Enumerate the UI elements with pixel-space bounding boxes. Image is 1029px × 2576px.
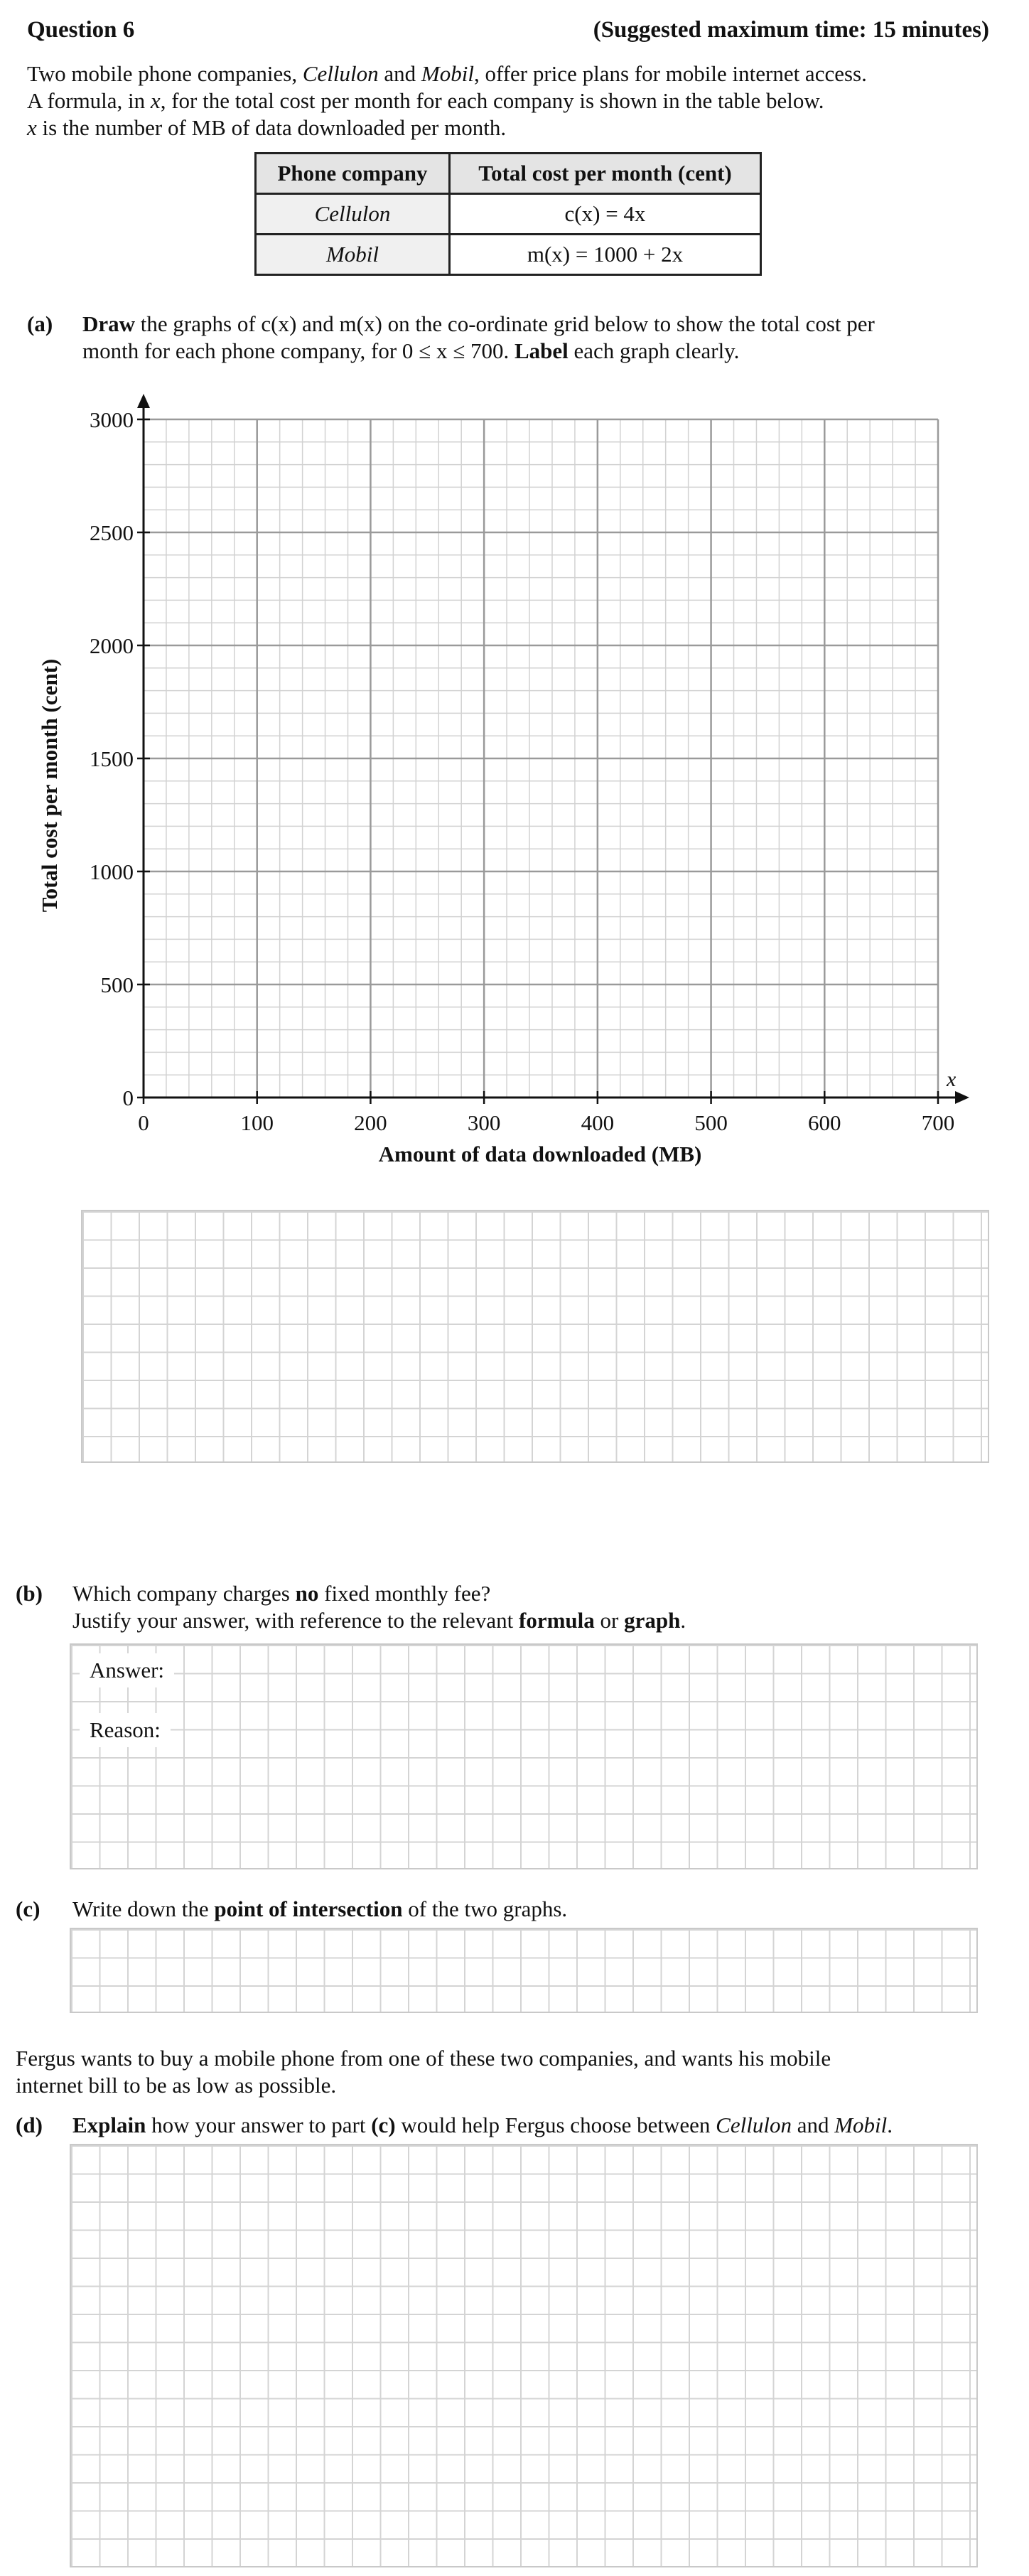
- part-d-text: .: [887, 2113, 893, 2137]
- part-b-text: or: [594, 1608, 625, 1633]
- intro-line-1: Two mobile phone companies, Cellulon and…: [27, 60, 867, 88]
- y-axis-label: Total cost per month (cent): [37, 659, 62, 912]
- fergus-line-1: Fergus wants to buy a mobile phone from …: [16, 2046, 831, 2071]
- table-row: Mobil m(x) = 1000 + 2x: [254, 233, 762, 276]
- company-name-cellulon: Cellulon: [716, 2113, 792, 2137]
- keyword-no: no: [295, 1581, 319, 1606]
- x-tick-label: 600: [808, 1110, 841, 1135]
- x-axis-label: Amount of data downloaded (MB): [379, 1142, 702, 1166]
- keyword-label: Label: [514, 338, 569, 363]
- intro-line-3: x is the number of MB of data downloaded…: [27, 114, 506, 142]
- y-tick-label: 2000: [90, 633, 134, 658]
- intro-line-2: A formula, in x, for the total cost per …: [27, 87, 824, 115]
- x-axis-arrow-icon: [955, 1091, 969, 1104]
- chart-axes: [137, 394, 969, 1104]
- tick-labels: 0 100 200 300 400 500 600 700 0 500 1000 1500 2000 25…: [90, 407, 954, 1135]
- part-b-line-1: Which company charges no fixed monthly f…: [72, 1579, 490, 1608]
- part-b-text: Justify your answer, with reference to t…: [72, 1608, 519, 1633]
- part-a-line-2: month for each phone company, for 0 ≤ x …: [82, 337, 739, 365]
- intro-text: A formula, in: [27, 88, 151, 113]
- company-name-mobil: Mobil: [834, 2113, 888, 2137]
- keyword-point-of-intersection: point of intersection: [214, 1896, 403, 1921]
- answer-grid-part-b[interactable]: Answer: Reason:: [70, 1643, 978, 1869]
- tick-marks: [137, 418, 939, 1104]
- part-d-text: how your answer to part: [146, 2113, 372, 2137]
- x-tick-label: 400: [581, 1110, 615, 1135]
- variable-x: x: [27, 115, 37, 140]
- part-b-label: (b): [16, 1581, 43, 1606]
- part-a-text: month for each phone company, for 0 ≤ x …: [82, 338, 514, 363]
- intro-text: is the number of MB of data downloaded p…: [36, 115, 507, 140]
- y-axis-arrow-icon: [137, 394, 150, 408]
- part-a-text: the graphs of c(x) and m(x) on the co-or…: [135, 311, 875, 336]
- y-tick-label: 0: [123, 1085, 134, 1110]
- part-c-line-1: Write down the point of intersection of …: [72, 1895, 567, 1923]
- time-note: (Suggested maximum time: 15 minutes): [593, 17, 989, 43]
- header-total-cost: Total cost per month (cent): [448, 152, 762, 195]
- company-name-cellulon: Cellulon: [302, 61, 379, 86]
- part-d-text: and: [791, 2113, 835, 2137]
- part-c-label: (c): [16, 1896, 41, 1921]
- intro-text: , for the total cost per month for each …: [160, 88, 824, 113]
- formula-table: Phone company Total cost per month (cent…: [254, 152, 762, 276]
- part-d-text: would help Fergus choose between: [395, 2113, 716, 2137]
- x-tick-label: 500: [694, 1110, 728, 1135]
- part-a-label: (a): [27, 311, 53, 336]
- x-tick-label: 700: [922, 1110, 955, 1135]
- part-b-text: fixed monthly fee?: [318, 1581, 491, 1606]
- y-tick-label: 3000: [90, 407, 134, 432]
- table-row: Cellulon c(x) = 4x: [254, 193, 762, 235]
- keyword-formula: formula: [519, 1608, 595, 1633]
- intro-text: and: [378, 61, 421, 86]
- part-b-line-2: Justify your answer, with reference to t…: [72, 1606, 686, 1635]
- coordinate-grid-chart[interactable]: 0 100 200 300 400 500 600 700 0 500 1000 1500 2000 25…: [0, 384, 1029, 1180]
- part-a-line-1: Draw the graphs of c(x) and m(x) on the …: [82, 310, 875, 338]
- part-c-text: of the two graphs.: [402, 1896, 568, 1921]
- y-tick-label: 1000: [90, 859, 134, 884]
- variable-x: x: [150, 88, 161, 113]
- header-phone-company: Phone company: [254, 152, 451, 195]
- x-axis-variable: x: [946, 1068, 957, 1091]
- part-a-text: each graph clearly.: [568, 338, 740, 363]
- working-grid-part-a[interactable]: [81, 1210, 989, 1463]
- y-tick-label: 500: [101, 972, 134, 997]
- y-tick-label: 2500: [90, 520, 134, 545]
- company-name-mobil: Mobil: [421, 61, 474, 86]
- answer-label: Answer:: [80, 1653, 175, 1687]
- formula-cell: m(x) = 1000 + 2x: [448, 233, 762, 276]
- reason-label: Reason:: [80, 1713, 171, 1747]
- part-d-label: (d): [16, 2113, 43, 2137]
- x-tick-label: 200: [354, 1110, 387, 1135]
- part-b-text: .: [680, 1608, 686, 1633]
- intro-text: Two mobile phone companies,: [27, 61, 303, 86]
- company-cell: Cellulon: [254, 193, 451, 235]
- keyword-graph: graph: [624, 1608, 681, 1633]
- x-tick-label: 300: [468, 1110, 501, 1135]
- part-b-text: Which company charges: [72, 1581, 296, 1606]
- company-cell: Mobil: [254, 233, 451, 276]
- formula-cell: c(x) = 4x: [448, 193, 762, 235]
- fergus-line-2: internet bill to be as low as possible.: [16, 2073, 337, 2098]
- major-gridlines: [144, 418, 939, 1098]
- answer-grid-part-c[interactable]: [70, 1928, 978, 2013]
- keyword-draw: Draw: [82, 311, 136, 336]
- keyword-part-c: (c): [371, 2113, 396, 2137]
- question-title: Question 6: [27, 17, 135, 43]
- y-tick-label: 1500: [90, 746, 134, 771]
- intro-text: , offer price plans for mobile internet …: [473, 61, 867, 86]
- keyword-explain: Explain: [72, 2113, 146, 2137]
- x-tick-label: 100: [240, 1110, 274, 1135]
- x-tick-label: 0: [138, 1110, 149, 1135]
- part-c-text: Write down the: [72, 1896, 215, 1921]
- table-header-row: Phone company Total cost per month (cent…: [254, 152, 762, 195]
- part-d-line-1: Explain how your answer to part (c) woul…: [72, 2111, 893, 2140]
- answer-grid-part-d[interactable]: [70, 2144, 978, 2567]
